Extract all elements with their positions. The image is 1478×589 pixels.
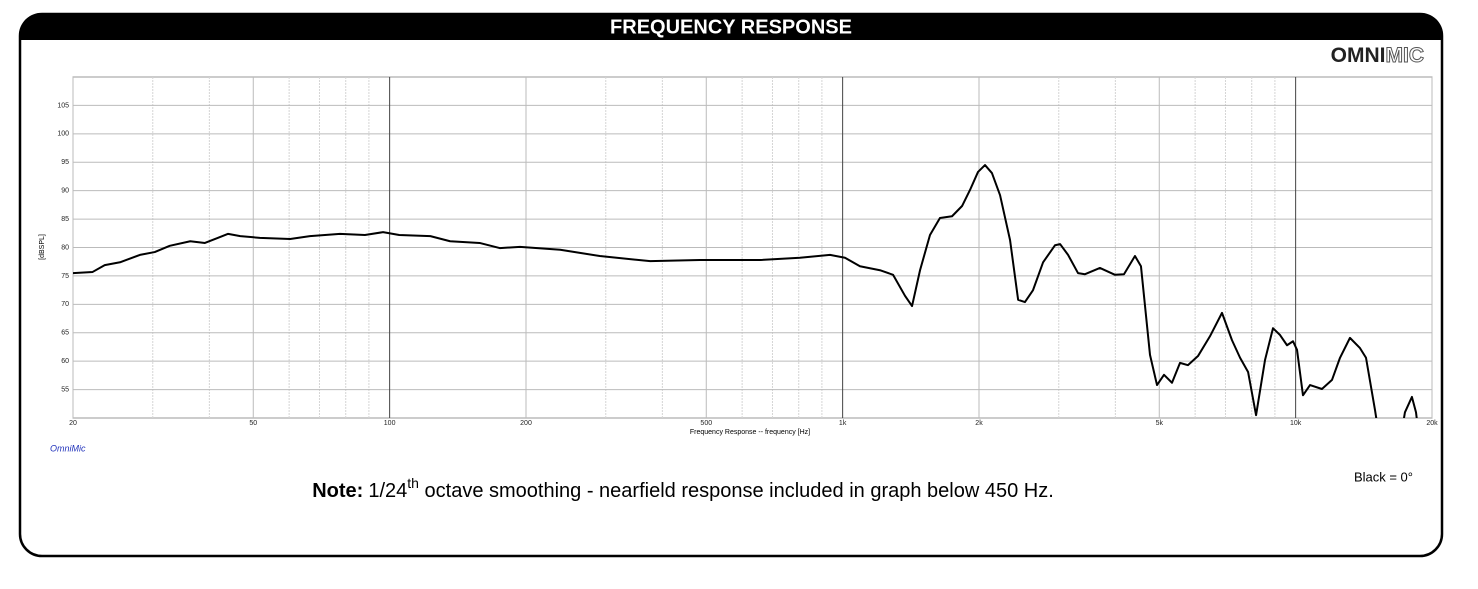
x-tick-label: 5k: [1156, 420, 1164, 427]
header-title: FREQUENCY RESPONSE: [610, 16, 852, 38]
x-tick-label: 100: [384, 420, 396, 427]
y-tick-label: 100: [57, 131, 69, 138]
note-pre: 1/24: [368, 480, 407, 502]
y-tick-label: 80: [61, 244, 69, 251]
y-tick-label: 85: [61, 216, 69, 223]
x-axis-title: Frequency Response -- frequency [Hz]: [690, 429, 810, 436]
y-tick-label: 65: [61, 330, 69, 337]
lines: [73, 164, 1418, 418]
y-tick-label: 105: [57, 102, 69, 109]
x-tick-label: 20: [69, 420, 77, 427]
note-post: octave smoothing - nearfield response in…: [419, 480, 1054, 502]
x-tick-label: 20k: [1426, 420, 1438, 427]
y-tick-label: 60: [61, 358, 69, 365]
grid: [72, 77, 1433, 418]
x-tick-label: 500: [700, 420, 712, 427]
x-tick-label: 1k: [839, 420, 847, 427]
note: Note: 1/24th octave smoothing - nearfield…: [312, 475, 1054, 503]
y-tick-label: 55: [61, 386, 69, 393]
ticks: 55 60 65 70 75 80 85 90 95 100 105 20 50 100 200 500 1k 2…: [57, 102, 1438, 427]
header-bar: [20, 14, 1442, 40]
logo-outline: MIC: [1386, 44, 1425, 67]
source: OmniMic: [50, 443, 86, 453]
x-tick-label: 2k: [975, 420, 983, 427]
series-line: [73, 164, 1418, 418]
legend-entry: Black = 0°: [1354, 469, 1413, 484]
y-tick-label: 90: [61, 188, 69, 195]
y-tick-label: 75: [61, 273, 69, 280]
x-tick-label: 200: [520, 420, 532, 427]
y-tick-label: 70: [61, 301, 69, 308]
logo-bold: OMNI: [1331, 44, 1386, 67]
note-label: Note:: [312, 480, 363, 502]
x-tick-label: 50: [249, 420, 257, 427]
y-axis-title: [dBSPL]: [39, 234, 46, 260]
y-tick-label: 95: [61, 159, 69, 166]
x-tick-label: 10k: [1290, 420, 1302, 427]
note-sup: th: [407, 475, 419, 491]
logo: OMNIMIC: [1331, 44, 1424, 67]
